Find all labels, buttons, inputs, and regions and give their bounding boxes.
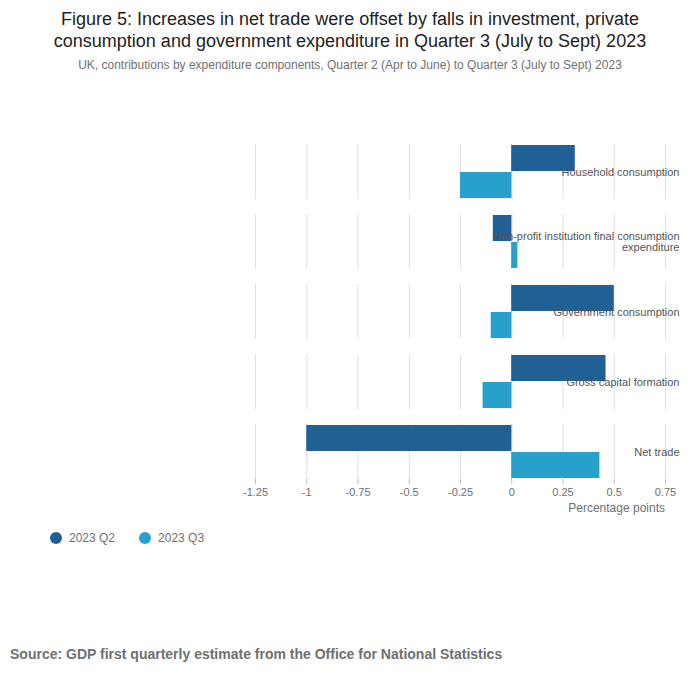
svg-text:-0.75: -0.75 [345,486,370,498]
svg-text:Government consumption: Government consumption [554,306,680,318]
svg-text:-0.25: -0.25 [448,486,473,498]
svg-text:Net trade: Net trade [634,446,679,458]
html-text:Figure 5: Increases in net tra: Figure 5: Increases in net trade were of… [53,9,647,51]
svg-text:0.5: 0.5 [607,486,622,498]
svg-text:-0.5: -0.5 [400,486,419,498]
html-text:2023 Q3: 2023 Q3 [158,531,205,545]
html-text:Percentage points: Percentage points [568,501,665,515]
html-text:2023 Q2: 2023 Q2 [69,531,115,545]
svg-text:0: 0 [509,486,515,498]
svg-text:Gross capital formation: Gross capital formation [566,376,679,388]
html-text:Source: GDP first quarterly es: Source: GDP first quarterly estimate fro… [10,646,503,662]
svg-text:0.75: 0.75 [655,486,676,498]
svg-text:0.25: 0.25 [552,486,573,498]
svg-text:-1: -1 [302,486,312,498]
svg-text:Household consumption: Household consumption [561,166,679,178]
svg-text:Non-profit institution final c: Non-profit institution final consumption… [493,230,679,253]
html-text:UK, contributions by expenditu: UK, contributions by expenditure compone… [78,58,622,72]
svg-text:-1.25: -1.25 [243,486,268,498]
